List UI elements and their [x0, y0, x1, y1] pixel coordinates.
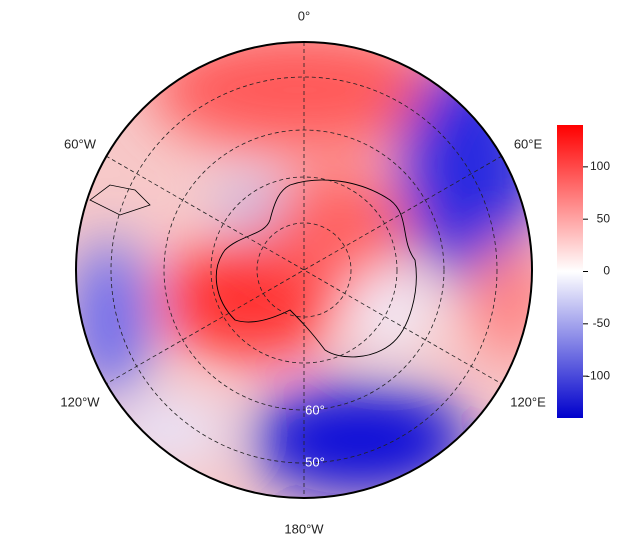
coastline-south-america: [89, 184, 151, 216]
latitude-label: 50°: [305, 454, 325, 469]
colorbar: [557, 125, 583, 418]
longitude-label: 0°: [298, 8, 310, 23]
graticule: [105, 42, 503, 498]
latitude-label: 60°: [305, 402, 325, 417]
colorbar-tick-label: -100: [586, 368, 610, 382]
colorbar-tick-label: 100: [590, 159, 610, 173]
longitude-label: 180°W: [284, 521, 324, 536]
colorbar-tick-label: 0: [603, 264, 610, 278]
longitude-label: 60°W: [64, 136, 97, 151]
longitude-label: 120°E: [510, 394, 546, 409]
map-boundary: [75, 41, 533, 499]
coastline: [215, 179, 417, 358]
field: [76, 42, 532, 498]
colorbar-tick-label: -50: [593, 316, 611, 330]
colorbar-ticks: 100 50 0 -50 -100: [583, 159, 610, 382]
longitude-label: 60°E: [514, 136, 543, 151]
longitude-label: 120°W: [60, 394, 100, 409]
colorbar-tick-label: 50: [597, 211, 611, 225]
